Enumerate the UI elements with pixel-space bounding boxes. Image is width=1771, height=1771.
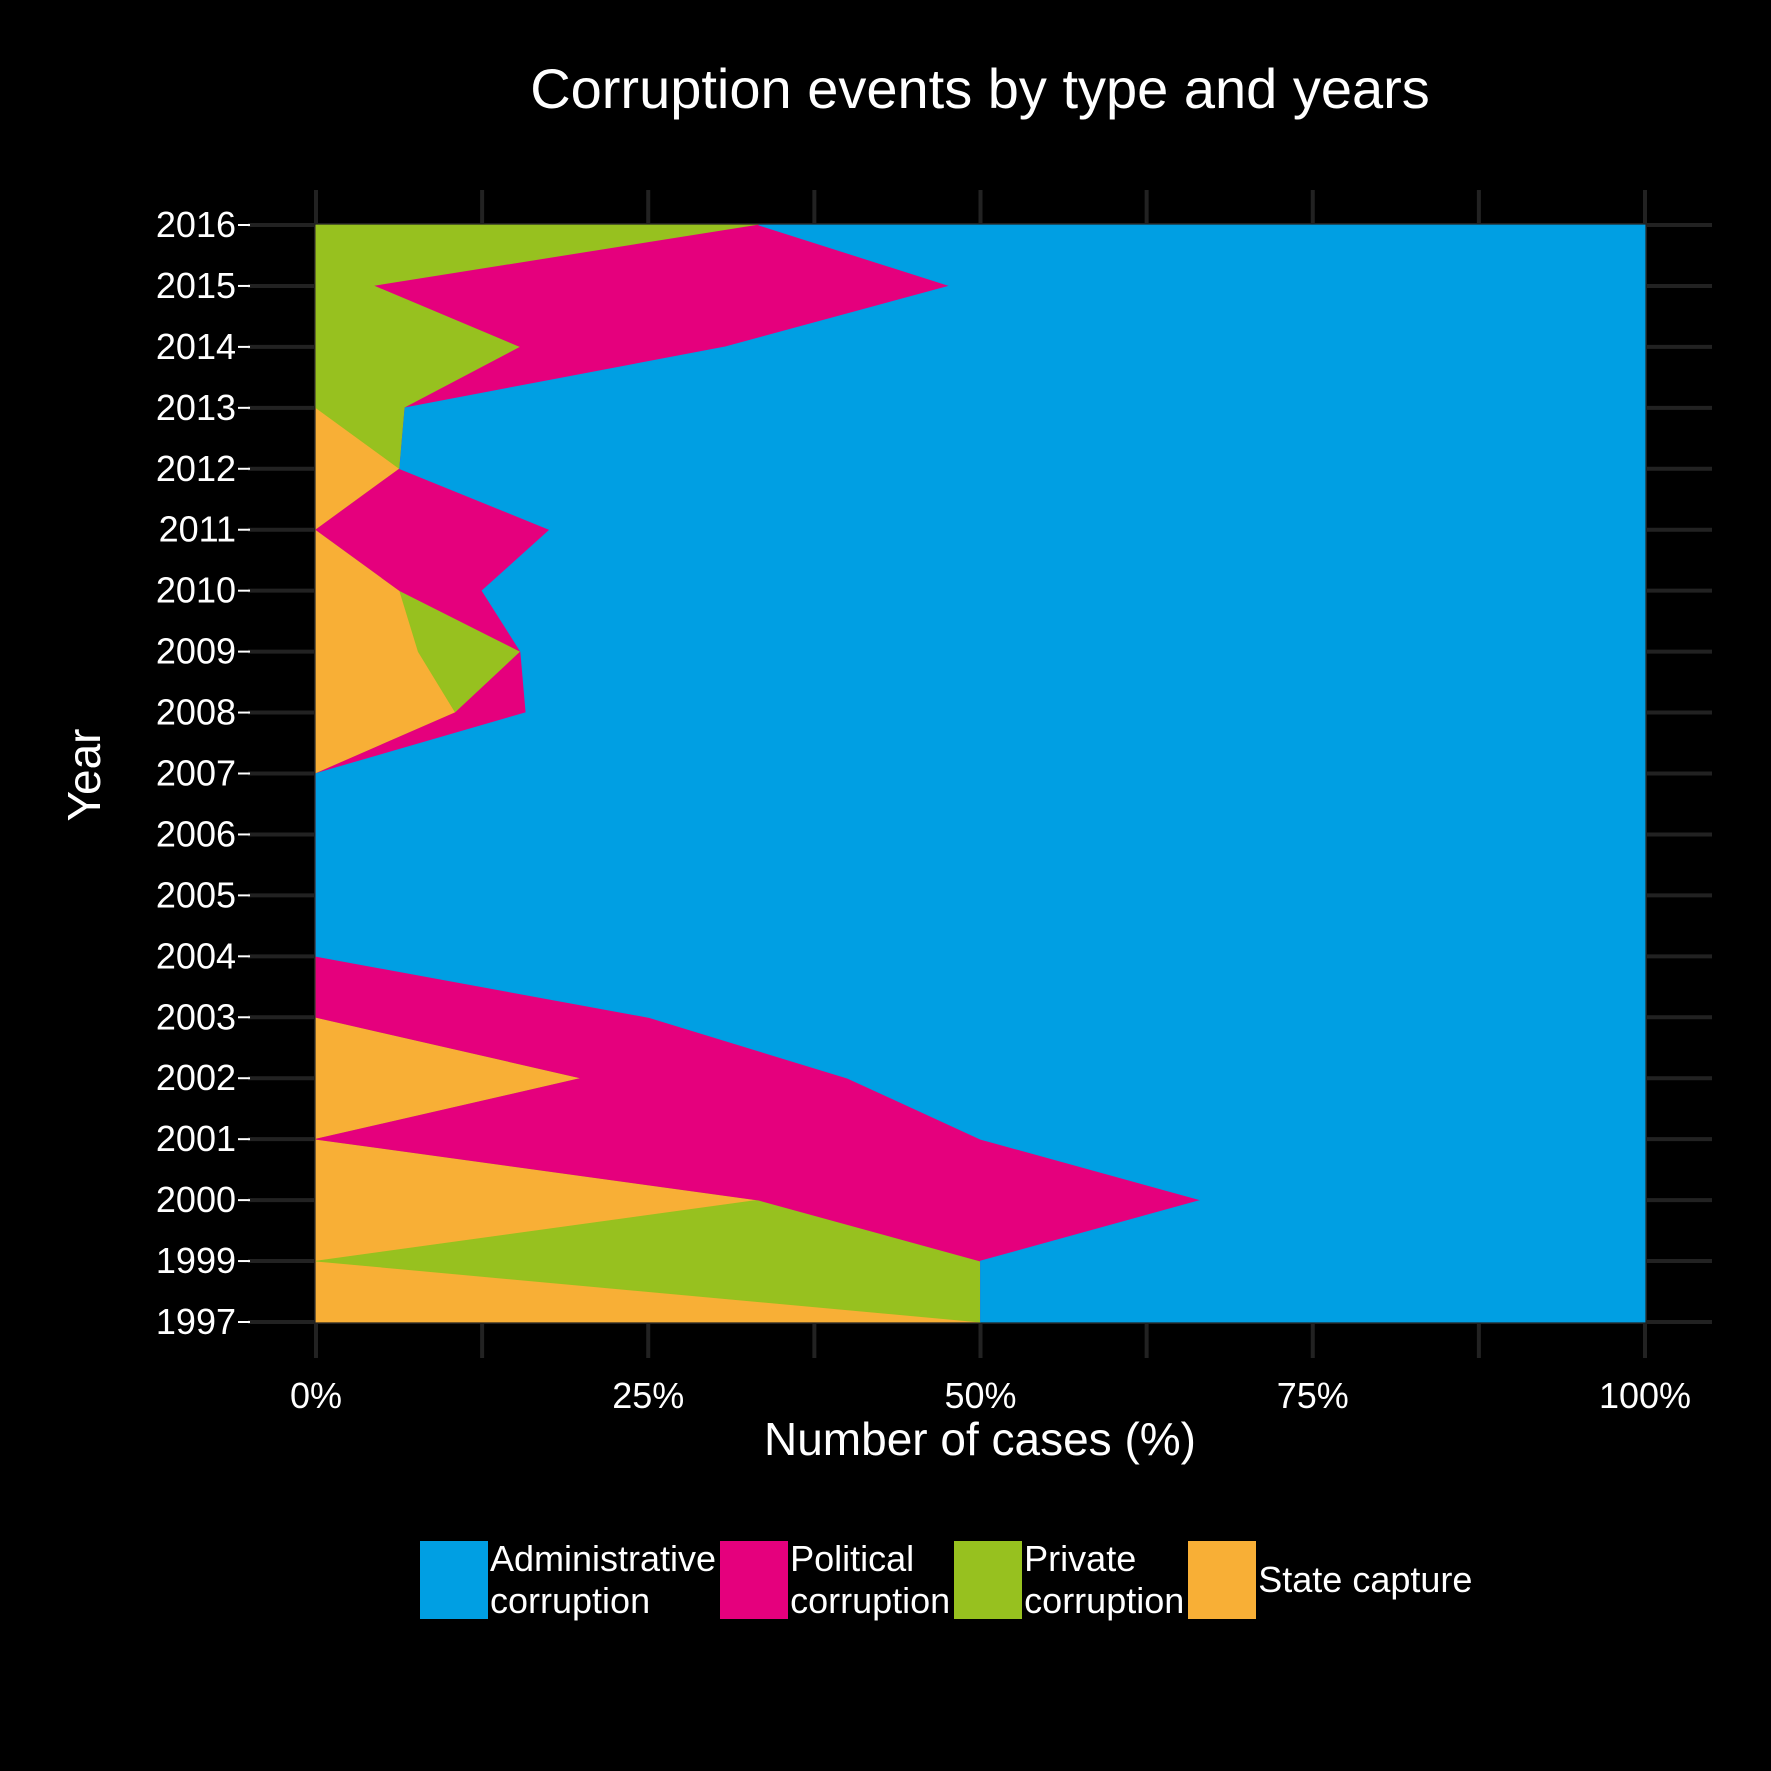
x-tick-label: 50% xyxy=(944,1375,1016,1416)
legend-item: Administrative corruption xyxy=(420,1538,716,1622)
x-tick-label: 0% xyxy=(290,1375,342,1416)
legend-label: State capture xyxy=(1258,1559,1473,1600)
legend-swatch xyxy=(720,1541,789,1619)
y-tick-label: 2008 xyxy=(156,692,236,733)
y-tick-label: 2013 xyxy=(156,387,236,428)
y-tick-label: 2011 xyxy=(159,509,236,550)
legend-item: Political corruption xyxy=(720,1538,950,1622)
y-tick-label: 2014 xyxy=(156,326,236,367)
y-tick-label: 2004 xyxy=(156,935,236,976)
y-axis: 1997 1999 2000 2001 2002 2003 2004 2005 2006 2007… xyxy=(156,204,250,1342)
x-axis-label: Number of cases (%) xyxy=(764,1413,1196,1465)
y-tick-label: 2016 xyxy=(156,204,236,245)
legend-item: State capture xyxy=(1188,1541,1472,1619)
x-tick-label: 100% xyxy=(1599,1375,1691,1416)
y-tick-label: 2002 xyxy=(156,1057,236,1098)
chart-title: Corruption events by type and years xyxy=(530,57,1430,120)
y-tick-label: 1999 xyxy=(156,1240,236,1281)
area-layers xyxy=(315,224,1646,1323)
legend: Administrative corruption Political corru… xyxy=(420,1538,1476,1622)
legend-swatch xyxy=(1188,1541,1257,1619)
y-tick-label: 2009 xyxy=(156,631,236,672)
y-tick-label: 2001 xyxy=(156,1118,236,1159)
legend-item: Private corruption xyxy=(954,1538,1184,1622)
legend-label: Private corruption xyxy=(1024,1538,1185,1621)
y-tick-label: 1997 xyxy=(156,1301,236,1342)
y-tick-label: 2005 xyxy=(156,874,236,915)
x-tick-label: 25% xyxy=(612,1375,684,1416)
legend-swatch xyxy=(420,1541,488,1619)
y-tick-label: 2000 xyxy=(156,1179,236,1220)
x-tick-label: 75% xyxy=(1277,1375,1349,1416)
x-axis: 0% 25% 50% 75% 100% xyxy=(290,1375,1691,1416)
y-axis-label: Year xyxy=(58,729,110,822)
y-tick-label: 2006 xyxy=(156,813,236,854)
legend-label: Administrative corruption xyxy=(490,1538,717,1621)
y-tick-label: 2012 xyxy=(156,448,236,489)
y-tick-label: 2015 xyxy=(156,265,236,306)
y-tick-label: 2003 xyxy=(156,996,236,1037)
legend-swatch xyxy=(954,1541,1023,1619)
legend-label: Political corruption xyxy=(790,1538,951,1621)
y-tick-label: 2010 xyxy=(156,570,236,611)
y-tick-label: 2007 xyxy=(156,753,236,794)
area-administrative-corruption xyxy=(315,224,1646,1323)
